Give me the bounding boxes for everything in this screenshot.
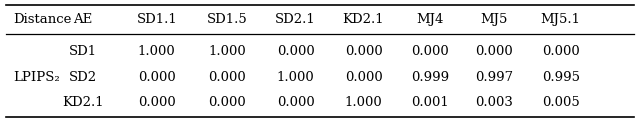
Text: 0.000: 0.000 bbox=[209, 96, 246, 109]
Text: 1.000: 1.000 bbox=[209, 45, 246, 58]
Text: KD2.1: KD2.1 bbox=[62, 96, 104, 109]
Text: Distance: Distance bbox=[13, 13, 71, 26]
Text: MJ5.1: MJ5.1 bbox=[541, 13, 580, 26]
Text: 0.997: 0.997 bbox=[475, 71, 513, 84]
Text: 0.000: 0.000 bbox=[138, 71, 175, 84]
Text: 0.999: 0.999 bbox=[411, 71, 449, 84]
Text: 0.000: 0.000 bbox=[277, 45, 314, 58]
Text: 0.000: 0.000 bbox=[412, 45, 449, 58]
Text: 1.000: 1.000 bbox=[345, 96, 382, 109]
Text: 0.000: 0.000 bbox=[138, 96, 175, 109]
Text: 0.001: 0.001 bbox=[412, 96, 449, 109]
Text: SD1: SD1 bbox=[69, 45, 97, 58]
Text: LPIPS₂: LPIPS₂ bbox=[13, 71, 60, 84]
Text: SD1.5: SD1.5 bbox=[207, 13, 248, 26]
Text: 0.000: 0.000 bbox=[542, 45, 579, 58]
Text: 0.003: 0.003 bbox=[475, 96, 513, 109]
Text: SD2.1: SD2.1 bbox=[275, 13, 316, 26]
Text: 1.000: 1.000 bbox=[138, 45, 175, 58]
Text: MJ5: MJ5 bbox=[481, 13, 508, 26]
Text: 1.000: 1.000 bbox=[277, 71, 314, 84]
Text: AE: AE bbox=[74, 13, 93, 26]
Text: 0.995: 0.995 bbox=[541, 71, 580, 84]
Text: 0.000: 0.000 bbox=[209, 71, 246, 84]
Text: 0.000: 0.000 bbox=[345, 45, 382, 58]
Text: SD2: SD2 bbox=[69, 71, 97, 84]
Text: 0.000: 0.000 bbox=[476, 45, 513, 58]
Text: MJ4: MJ4 bbox=[417, 13, 444, 26]
Text: KD2.1: KD2.1 bbox=[342, 13, 385, 26]
Text: SD1.1: SD1.1 bbox=[136, 13, 177, 26]
Text: 0.000: 0.000 bbox=[277, 96, 314, 109]
Text: 0.005: 0.005 bbox=[542, 96, 579, 109]
Text: 0.000: 0.000 bbox=[345, 71, 382, 84]
